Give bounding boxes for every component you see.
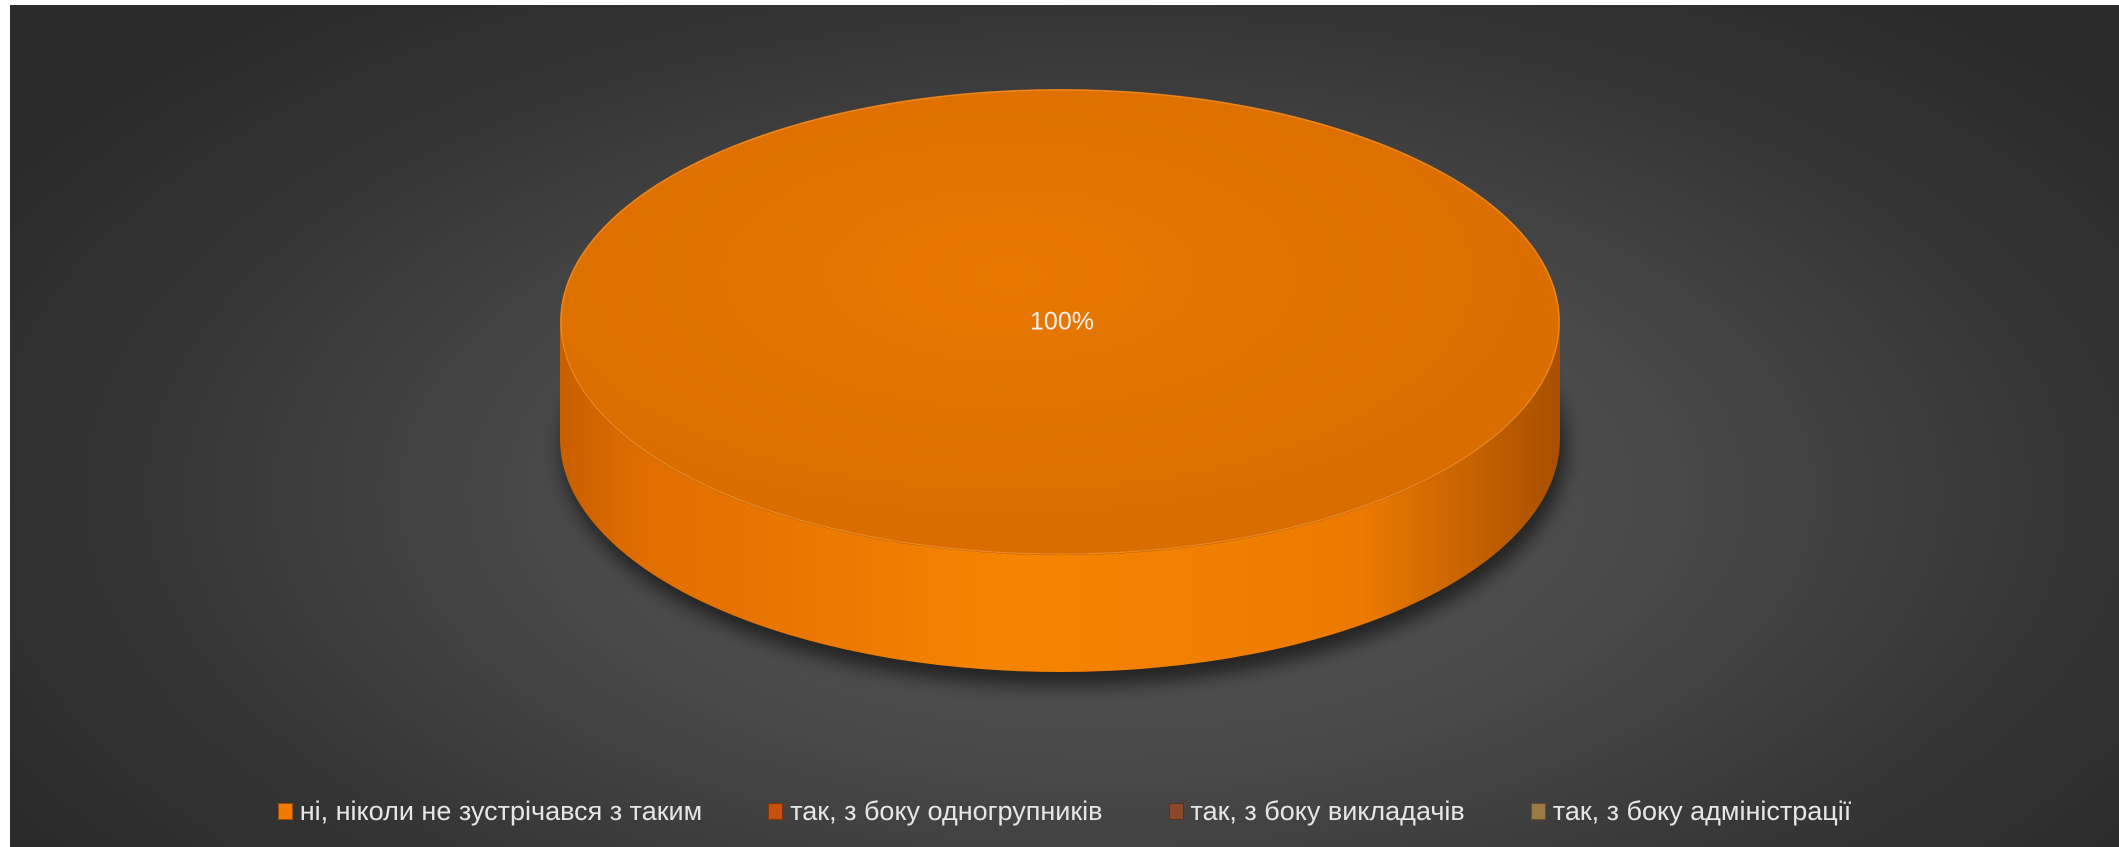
chart-area: 100% ні, ніколи не зустрічався з таким та…	[10, 5, 2119, 847]
legend-swatch-2	[1168, 802, 1184, 820]
legend-label-2: так, з боку викладачів	[1190, 795, 1465, 826]
legend-label-0: ні, ніколи не зустрічався з таким	[299, 795, 703, 826]
legend-item-1: так, з боку одногрупників	[768, 795, 1103, 827]
legend-swatch-1	[768, 802, 784, 820]
legend-label-3: так, з боку адміністрації	[1552, 795, 1852, 826]
pie-rim-highlight	[560, 89, 1560, 555]
legend: ні, ніколи не зустрічався з таким так, з …	[10, 791, 2119, 831]
legend-item-3: так, з боку адміністрації	[1530, 795, 1852, 827]
pie-slice-0	[560, 89, 1560, 555]
legend-item-0: ні, ніколи не зустрічався з таким	[277, 795, 703, 827]
pie-slice-side-0	[560, 322, 1560, 672]
legend-swatch-0	[277, 802, 293, 820]
pie-chart: 100%	[560, 89, 1566, 686]
legend-label-1: так, з боку одногрупників	[790, 795, 1103, 826]
legend-item-2: так, з боку викладачів	[1168, 795, 1465, 827]
data-label-0: 100%	[1030, 308, 1094, 336]
legend-swatch-3	[1530, 802, 1546, 820]
